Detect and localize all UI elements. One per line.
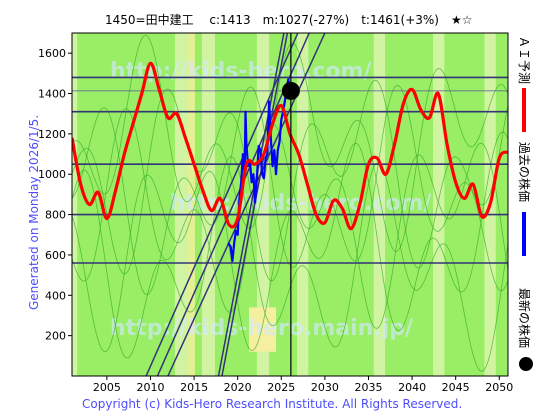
plot-frame [71, 32, 509, 377]
green-curve [72, 79, 508, 282]
shade-band [187, 33, 195, 376]
green-curve [72, 108, 508, 329]
shade-band [433, 33, 445, 376]
x-tick-label: 2025 [267, 381, 295, 394]
x-tick-label: 2010 [136, 381, 164, 394]
legend: ＡＩ予測 過去の株価 最新の株価 [517, 36, 533, 371]
latest-price-marker [281, 81, 300, 100]
red-line-swatch-icon [522, 88, 526, 132]
legend-label: 最新の株価 [517, 288, 532, 348]
x-tick-label: 2045 [442, 381, 470, 394]
green-curve [72, 84, 508, 296]
legend-item-prediction: ＡＩ予測 [517, 36, 531, 132]
blue-line-swatch-icon [522, 212, 526, 256]
shade-band [249, 307, 277, 352]
prediction-line [72, 61, 508, 231]
x-tick-label: 2015 [180, 381, 208, 394]
trend-line [221, 33, 289, 376]
y-tick-label: 1600 [38, 47, 66, 60]
y-tick-label: 600 [45, 249, 66, 262]
x-tick-label: 2035 [354, 381, 382, 394]
current-markers [281, 33, 300, 376]
past-price-series [227, 78, 292, 263]
generated-date-label: Generated on Monday 2026/1/5. [27, 115, 41, 310]
x-tick-label: 2040 [398, 381, 426, 394]
y-tick-label: 1200 [38, 128, 66, 141]
y-tick-label: 1400 [38, 88, 66, 101]
prediction-series [72, 61, 508, 231]
shade-band [296, 33, 309, 376]
y-tick-label: 800 [45, 209, 66, 222]
y-tick-label: 400 [45, 289, 66, 302]
y-axis: 200 400 600 800 1000 1200 1400 1600 [38, 47, 72, 343]
trend-line [217, 33, 285, 376]
chart-title: 1450=田中建工 c:1413 m:1027(-27%) t:1461(+3%… [105, 12, 472, 27]
green-curve [72, 34, 508, 252]
legend-item-past: 過去の株価 [517, 142, 532, 256]
x-axis: 2005 2010 2015 2020 2025 2030 2035 2040 2045 2050 [93, 376, 513, 394]
x-tick-label: 2050 [485, 381, 513, 394]
shade-band [373, 33, 386, 376]
legend-label: 過去の株価 [517, 142, 532, 202]
thin-green-curves [72, 34, 508, 372]
x-tick-label: 2005 [93, 381, 121, 394]
legend-label: ＡＩ予測 [517, 36, 531, 84]
shade-band [72, 33, 78, 376]
plot-area: http://kids-hero.com/ http://kids-hero.c… [71, 32, 509, 377]
x-tick-label: 2030 [311, 381, 339, 394]
past-price-line [227, 78, 292, 263]
y-tick-label: 1000 [38, 168, 66, 181]
copyright-footer: Copyright (c) Kids-Hero Research Institu… [82, 397, 462, 411]
watermark-text: http://kids-hero.com/ [170, 191, 432, 216]
black-dot-swatch-icon [519, 357, 533, 371]
legend-item-latest: 最新の株価 [517, 288, 533, 371]
x-tick-label: 2020 [224, 381, 252, 394]
green-curve [72, 155, 508, 372]
y-tick-label: 200 [45, 330, 66, 343]
